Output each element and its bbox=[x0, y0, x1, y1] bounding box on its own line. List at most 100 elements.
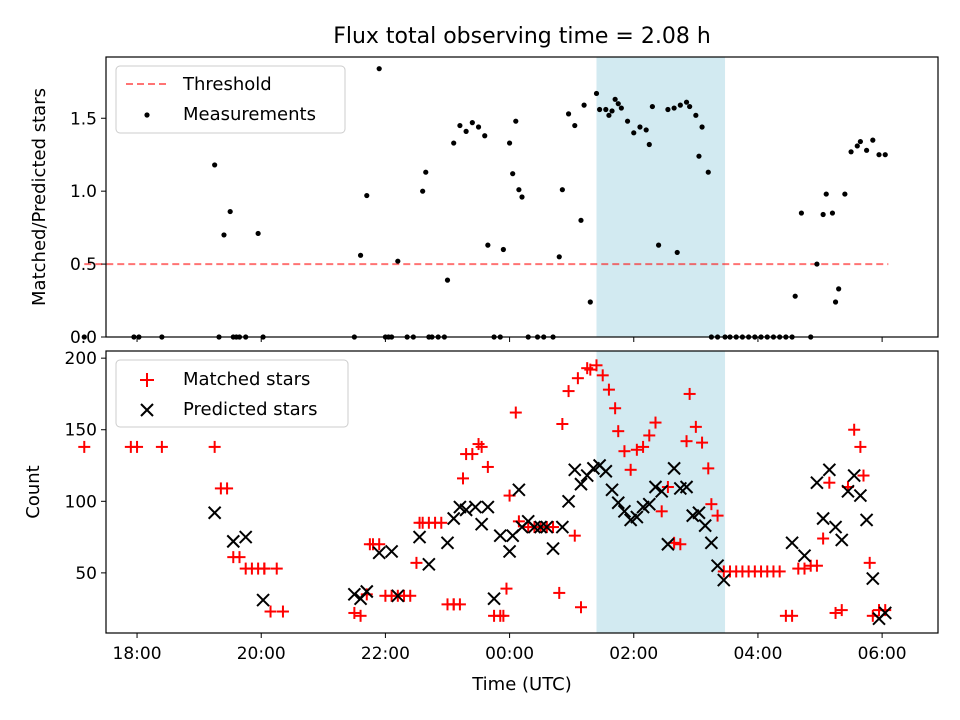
measurement-point bbox=[444, 277, 451, 283]
matched-star-point bbox=[696, 436, 709, 449]
measurement-point bbox=[857, 138, 863, 145]
x-tick-label: 00:00 bbox=[485, 644, 534, 664]
matched-star-point bbox=[270, 562, 283, 575]
matched-star-point bbox=[863, 556, 876, 569]
x-tick-label: 02:00 bbox=[609, 644, 658, 664]
matched-legend-label: Matched stars bbox=[183, 369, 310, 390]
measurement-point bbox=[631, 130, 637, 136]
measurement-point bbox=[876, 152, 882, 158]
x-tick-label: 04:00 bbox=[733, 644, 782, 664]
measurement-point bbox=[615, 101, 621, 107]
measurement-point bbox=[423, 169, 429, 175]
matched-legend-swatch bbox=[140, 373, 154, 387]
matched-star-point bbox=[264, 605, 277, 618]
y-tick-label: 1.0 bbox=[70, 182, 97, 202]
matched-star-point bbox=[810, 559, 823, 572]
matched-star-point bbox=[655, 505, 668, 518]
matched-star-point bbox=[208, 440, 221, 453]
predicted-star-point bbox=[661, 537, 675, 551]
measurement-point bbox=[255, 230, 261, 237]
matched-star-point bbox=[475, 440, 488, 453]
predicted-star-point bbox=[512, 483, 526, 497]
predicted-star-point bbox=[710, 559, 725, 573]
predicted-star-point bbox=[853, 488, 868, 503]
predicted-star-point bbox=[568, 463, 582, 477]
measurement-point bbox=[854, 143, 860, 149]
measurement-point bbox=[395, 258, 401, 264]
predicted-star-point bbox=[226, 534, 240, 549]
matched-stars-layer bbox=[78, 359, 892, 622]
predicted-star-point bbox=[347, 587, 362, 602]
measurement-point bbox=[655, 242, 662, 248]
measurement-point bbox=[882, 152, 888, 158]
measurement-point bbox=[227, 208, 233, 215]
predicted-star-point bbox=[698, 518, 712, 533]
predicted-star-point bbox=[474, 517, 489, 531]
measurement-point bbox=[609, 108, 615, 114]
y-tick-label: 0.5 bbox=[70, 255, 97, 275]
matched-star-point bbox=[649, 416, 662, 429]
matched-star-point bbox=[457, 472, 470, 485]
predicted-star-point bbox=[493, 528, 507, 543]
predicted-star-point bbox=[630, 510, 644, 524]
predicted-star-point bbox=[561, 494, 576, 509]
matched-star-point bbox=[848, 423, 861, 436]
matched-star-point bbox=[348, 606, 361, 619]
y-tick-label: 200 bbox=[65, 349, 97, 369]
measurement-point bbox=[646, 141, 652, 148]
matched-star-point bbox=[637, 440, 650, 453]
x-tick-label: 18:00 bbox=[113, 644, 162, 664]
matched-star-point bbox=[481, 460, 494, 473]
matched-star-point bbox=[689, 420, 702, 433]
measurement-point bbox=[687, 103, 693, 110]
matched-star-point bbox=[674, 538, 687, 551]
count-panel: 18:00 20:00 22:00 00:00 02:00 04:00 06:00 50 100… bbox=[23, 349, 939, 695]
matched-star-point bbox=[773, 565, 786, 578]
matched-star-point bbox=[705, 498, 718, 511]
ratio-legend-box bbox=[115, 65, 346, 134]
predicted-star-point bbox=[360, 584, 374, 599]
measurement-point bbox=[649, 103, 655, 110]
measurement-point bbox=[469, 120, 475, 126]
measurements-legend-label: Measurements bbox=[183, 104, 316, 125]
predicted-star-point bbox=[785, 536, 799, 550]
matched-star-point bbox=[78, 440, 91, 453]
measurement-point bbox=[364, 192, 370, 199]
predicted-star-point bbox=[555, 520, 570, 534]
predicted-star-point bbox=[487, 591, 501, 606]
predicted-star-point bbox=[654, 484, 669, 498]
measurement-point bbox=[457, 122, 463, 129]
x-tick-label: 20:00 bbox=[237, 644, 286, 664]
matched-star-point bbox=[562, 385, 575, 398]
matched-star-point bbox=[798, 562, 811, 575]
measurement-point bbox=[829, 210, 836, 216]
predicted-star-point bbox=[667, 461, 681, 476]
predicted-star-point bbox=[816, 511, 830, 526]
predicted-star-point bbox=[835, 533, 849, 547]
predicted-star-point bbox=[704, 536, 719, 550]
measurement-point bbox=[863, 147, 870, 153]
predicted-star-point bbox=[866, 571, 880, 586]
measurement-point bbox=[357, 252, 364, 258]
measurement-point bbox=[848, 149, 854, 155]
ratio-panel: 0.00.51.01.5 Matched/Predicted stars Thr… bbox=[29, 56, 939, 348]
predicted-star-point bbox=[859, 513, 874, 527]
predicted-star-point bbox=[384, 544, 399, 559]
predicted-star-point bbox=[207, 506, 222, 520]
matched-star-point bbox=[786, 609, 799, 622]
predicted-star-point bbox=[797, 548, 812, 563]
measurement-point bbox=[842, 191, 848, 197]
measurement-point bbox=[705, 169, 711, 175]
predicted-star-point bbox=[446, 511, 461, 526]
measurement-point bbox=[587, 299, 593, 305]
predicted-star-point bbox=[599, 464, 613, 478]
measurement-point bbox=[624, 118, 631, 124]
predicted-legend-label: Predicted stars bbox=[183, 399, 317, 420]
matched-star-point bbox=[568, 529, 581, 542]
measurement-point bbox=[578, 217, 584, 223]
predicted-star-point bbox=[828, 520, 843, 534]
measurement-point bbox=[510, 171, 516, 177]
measurement-point bbox=[221, 232, 227, 238]
predicted-star-point bbox=[822, 463, 837, 477]
matched-star-point bbox=[680, 435, 693, 448]
